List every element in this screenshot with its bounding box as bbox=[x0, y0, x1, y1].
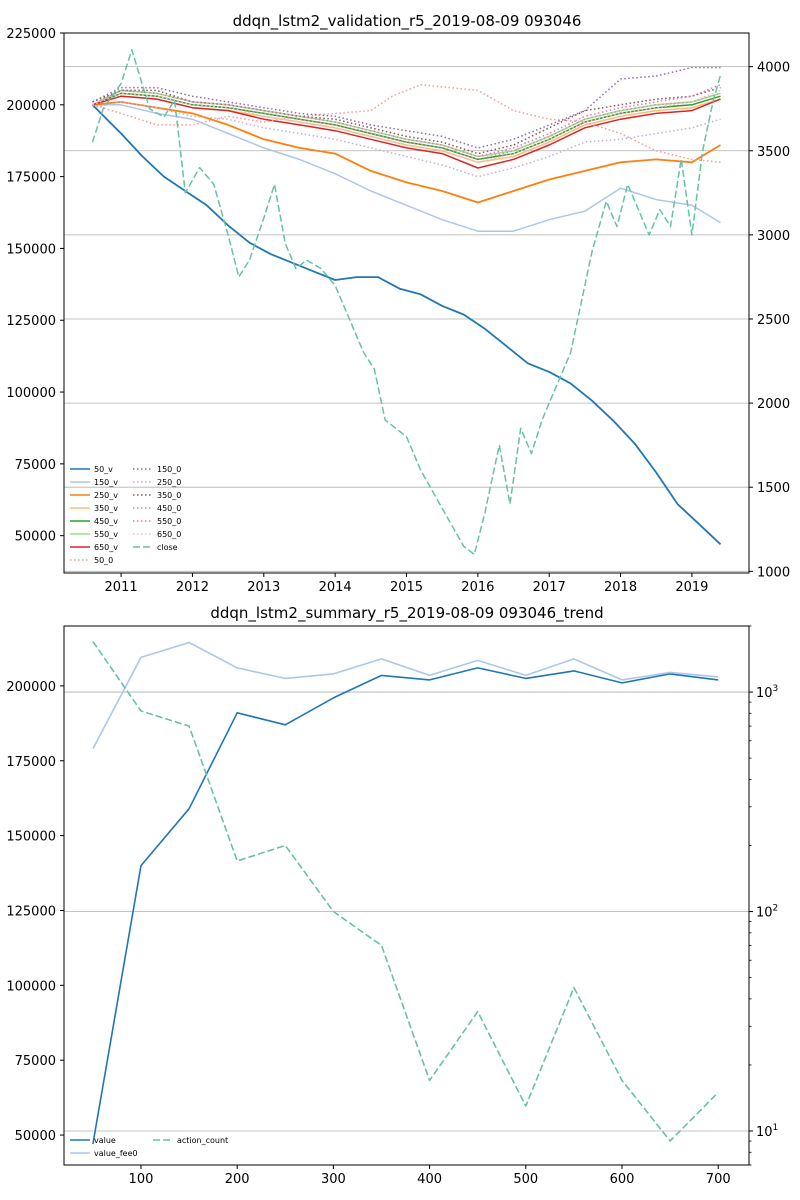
y-right-tick-label: 3500 bbox=[757, 145, 790, 160]
validation-chart: ddqn_lstm2_validation_r5_2019-08-09 0930… bbox=[6, 12, 790, 595]
y-left-tick-label: 50000 bbox=[15, 1129, 56, 1144]
y-right-tick-label: 2000 bbox=[757, 397, 790, 412]
legend-label-450-0: 450_0 bbox=[157, 504, 181, 513]
summary-ticks: 100 200 300 400 500 600 700 50000 75000 100000 125… bbox=[6, 625, 778, 1187]
y-left-tick-label: 200000 bbox=[6, 99, 56, 114]
x-tick-label: 400 bbox=[417, 1172, 442, 1187]
legend-label-450-v: 450_v bbox=[94, 517, 118, 526]
x-tick-label: 2013 bbox=[247, 580, 280, 595]
y-left-tick-label: 175000 bbox=[6, 171, 56, 186]
validation-legend: 50_v 150_v 250_v 350_v 450_v 550_v 650_v 50_0 15… bbox=[70, 465, 181, 565]
validation-ticks: 2011 2012 2013 2014 2015 2016 2017 2018 2019 5000… bbox=[6, 27, 790, 595]
x-tick-label: 2017 bbox=[533, 580, 566, 595]
x-tick-label: 2014 bbox=[319, 580, 352, 595]
y-left-tick-label: 225000 bbox=[6, 27, 56, 42]
series-line-650-v bbox=[92, 95, 721, 169]
legend-label-value: value bbox=[94, 1136, 116, 1145]
series-line-550-0 bbox=[92, 84, 721, 158]
legend-label-350-0: 350_0 bbox=[157, 491, 181, 500]
legend-label-550-v: 550_v bbox=[94, 530, 118, 539]
y-right-tick-label: 2500 bbox=[757, 313, 790, 328]
series-line-450-0 bbox=[92, 92, 721, 161]
validation-grid bbox=[64, 66, 749, 572]
x-tick-label: 300 bbox=[321, 1172, 346, 1187]
y-left-tick-label: 200000 bbox=[6, 680, 56, 695]
legend-label-150-0: 150_0 bbox=[157, 465, 181, 474]
series-line-value-fee0 bbox=[92, 641, 719, 750]
legend-label-250-v: 250_v bbox=[94, 491, 118, 500]
series-line-250-v bbox=[92, 101, 721, 204]
summary-legend: value value_fee0 action_count bbox=[70, 1136, 228, 1158]
legend-label-value-fee0: value_fee0 bbox=[94, 1149, 138, 1158]
series-line-150-0 bbox=[92, 66, 721, 149]
series-line-250-0 bbox=[92, 101, 721, 178]
x-tick-label: 600 bbox=[610, 1172, 635, 1187]
x-tick-label: 2015 bbox=[390, 580, 423, 595]
legend-label-150-v: 150_v bbox=[94, 478, 118, 487]
y-left-tick-label: 50000 bbox=[15, 530, 56, 545]
y-left-tick-label: 125000 bbox=[6, 904, 56, 919]
x-tick-label: 200 bbox=[225, 1172, 250, 1187]
y-left-tick-label: 75000 bbox=[15, 458, 56, 473]
series-line-50-0 bbox=[92, 83, 721, 164]
series-line-350-0 bbox=[92, 86, 721, 155]
x-tick-label: 2016 bbox=[461, 580, 494, 595]
legend-label-650-v: 650_v bbox=[94, 543, 118, 552]
y-left-tick-label: 175000 bbox=[6, 755, 56, 770]
legend-label-350-v: 350_v bbox=[94, 504, 118, 513]
legend-label-50-v: 50_v bbox=[94, 465, 113, 474]
y-left-tick-label: 75000 bbox=[15, 1054, 56, 1069]
legend-label-250-0: 250_0 bbox=[157, 478, 181, 487]
summary-chart: ddqn_lstm2_summary_r5_2019-08-09 093046_… bbox=[6, 604, 778, 1187]
summary-series bbox=[92, 641, 719, 1145]
validation-chart-title: ddqn_lstm2_validation_r5_2019-08-09 0930… bbox=[233, 12, 582, 31]
y-right-tick-label: 1500 bbox=[757, 481, 790, 496]
series-line-650-0 bbox=[92, 89, 721, 164]
summary-grid bbox=[64, 691, 749, 1132]
x-tick-label: 2011 bbox=[105, 580, 138, 595]
x-tick-label: 2018 bbox=[604, 580, 637, 595]
summary-chart-title: ddqn_lstm2_summary_r5_2019-08-09 093046_… bbox=[210, 604, 603, 623]
series-line-close bbox=[91, 49, 722, 556]
y-left-tick-label: 125000 bbox=[6, 314, 56, 329]
y-left-tick-label: 150000 bbox=[6, 830, 56, 845]
legend-label-close: close bbox=[157, 543, 178, 552]
validation-series bbox=[91, 49, 722, 556]
y-left-tick-label: 100000 bbox=[6, 386, 56, 401]
legend-label-650-0: 650_0 bbox=[157, 530, 181, 539]
x-tick-label: 2012 bbox=[176, 580, 209, 595]
x-tick-label: 100 bbox=[129, 1172, 154, 1187]
legend-label-action-count: action_count bbox=[177, 1136, 228, 1145]
series-line-action-count bbox=[92, 641, 719, 1142]
y-right-tick-label: 3000 bbox=[757, 229, 790, 244]
series-line-150-v bbox=[92, 104, 721, 232]
y-left-tick-label: 150000 bbox=[6, 242, 56, 257]
y-left-tick-label: 100000 bbox=[6, 979, 56, 994]
summary-plot-frame bbox=[63, 625, 750, 1166]
series-line-value bbox=[92, 667, 719, 1145]
legend-label-550-0: 550_0 bbox=[157, 517, 181, 526]
legend-label-50-0: 50_0 bbox=[94, 556, 113, 565]
x-tick-label: 2019 bbox=[675, 580, 708, 595]
x-tick-label: 500 bbox=[513, 1172, 538, 1187]
y-right-tick-label: 1000 bbox=[757, 565, 790, 580]
y-right-tick-label: 4000 bbox=[757, 61, 790, 76]
x-tick-label: 700 bbox=[706, 1172, 731, 1187]
